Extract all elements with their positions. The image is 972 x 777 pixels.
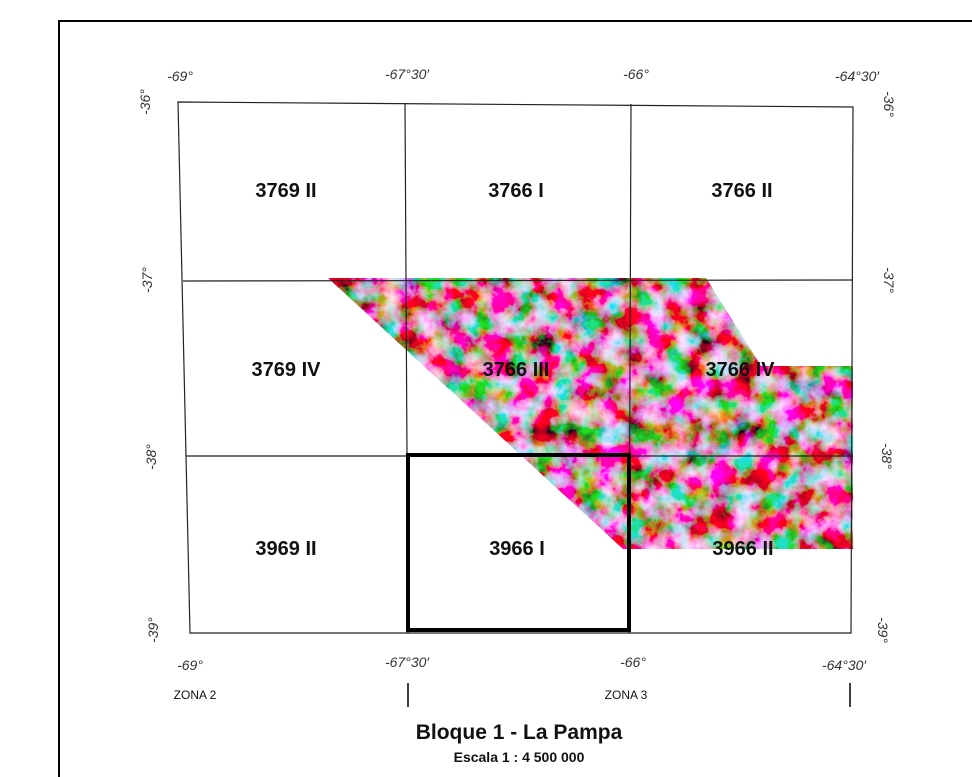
sheet-label: 3769 IV	[252, 359, 322, 381]
latitude-label: -36°	[881, 91, 897, 117]
sheet-labels: 3769 II 3766 I 3766 II 3769 IV 3766 III …	[252, 180, 776, 560]
longitude-label: -64°30′	[835, 68, 880, 84]
longitude-label: -69°	[167, 68, 193, 84]
latitude-label: -39°	[145, 617, 161, 643]
map-scale: Escala 1 : 4 500 000	[454, 749, 585, 765]
sheet-label: 3966 II	[712, 538, 773, 560]
top-longitude-labels: -69° -67°30′ -66° -64°30′	[167, 66, 880, 84]
latitude-label: -39°	[875, 617, 891, 643]
longitude-label: -67°30′	[385, 654, 430, 670]
right-latitude-labels: -36° -37° -38° -39°	[875, 91, 897, 643]
highlighted-sheet-box	[406, 453, 631, 632]
sheet-label: 3966 I	[489, 538, 545, 560]
latitude-label: -37°	[881, 267, 897, 293]
sheet-label: 3766 III	[483, 359, 550, 381]
zone-label: ZONA 3	[605, 688, 648, 702]
sheet-label: 3766 I	[488, 180, 544, 202]
sheet-label: 3769 II	[255, 180, 316, 202]
map-frame	[58, 20, 972, 777]
latitude-label: -38°	[143, 444, 159, 470]
longitude-label: -64°30′	[822, 657, 867, 673]
survey-raster	[328, 278, 853, 549]
bottom-longitude-labels: -69° -67°30′ -66° -64°30′	[177, 654, 867, 673]
map-title: Bloque 1 - La Pampa	[416, 721, 623, 744]
latitude-label: -38°	[879, 443, 895, 469]
sheet-label: 3969 II	[255, 538, 316, 560]
left-latitude-labels: -36° -37° -38° -39°	[137, 89, 161, 643]
zone-markers: ZONA 2 ZONA 3	[174, 683, 851, 707]
zone-label: ZONA 2	[174, 688, 217, 702]
sheet-label: 3766 II	[711, 180, 772, 202]
longitude-label: -67°30′	[385, 66, 430, 82]
longitude-label: -66°	[620, 654, 646, 670]
sheet-label: 3766 IV	[706, 359, 776, 381]
longitude-label: -69°	[177, 657, 203, 673]
latitude-label: -37°	[139, 267, 155, 293]
latitude-label: -36°	[137, 89, 153, 115]
longitude-label: -66°	[623, 66, 649, 82]
